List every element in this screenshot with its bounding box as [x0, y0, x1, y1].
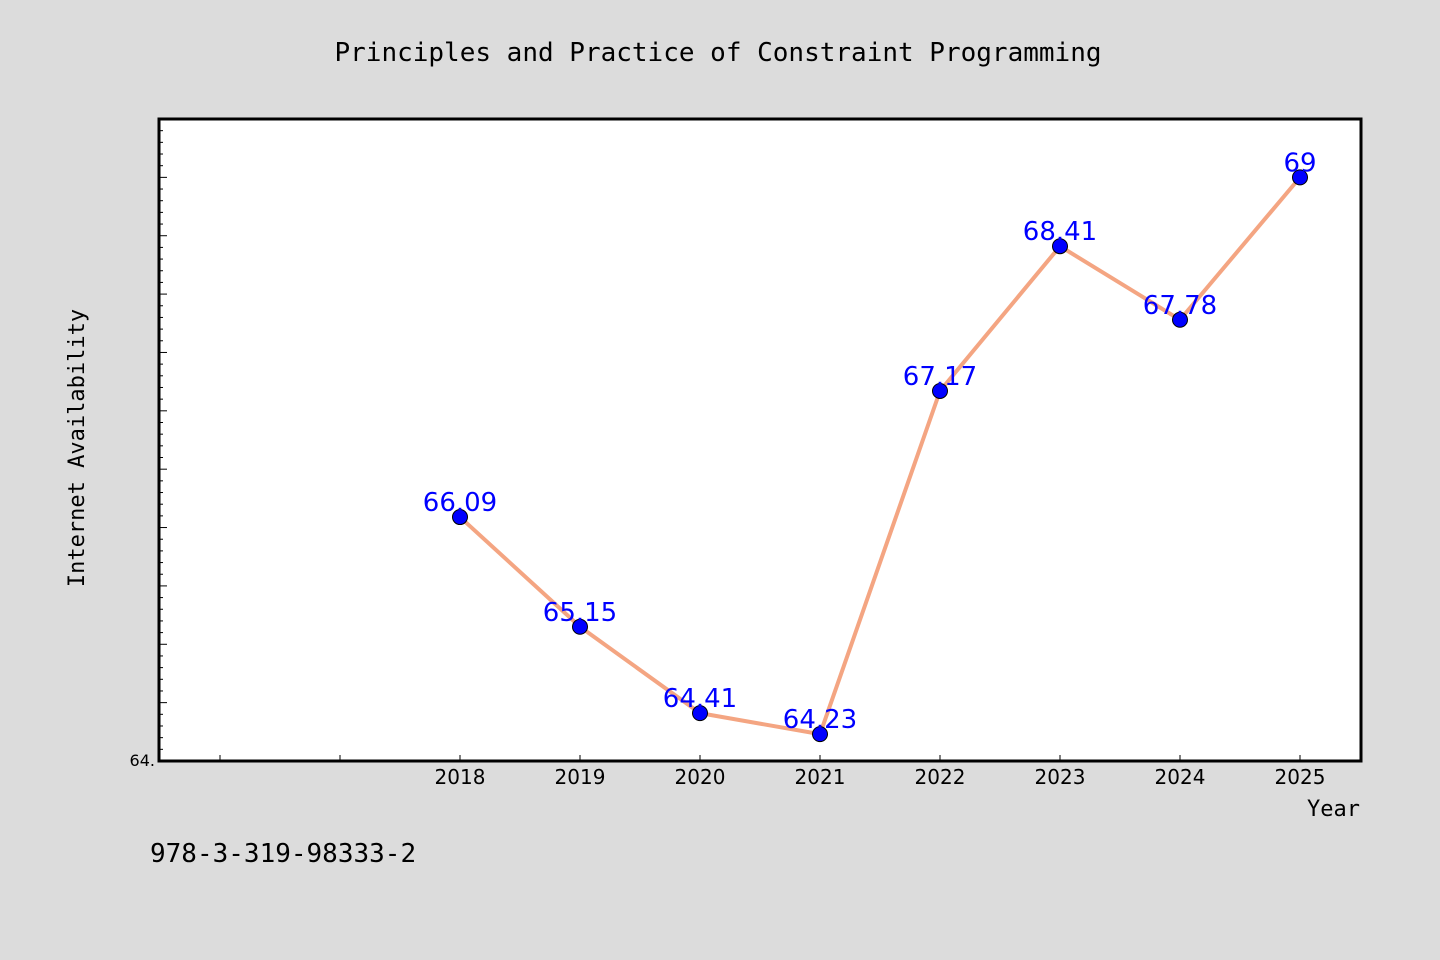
data-label: 67.78 [1143, 291, 1217, 321]
data-point [1172, 311, 1188, 328]
data-label: 65.15 [543, 598, 617, 628]
x-axis-label: Year [1307, 797, 1360, 822]
y-axis-label: Internet Availability [65, 309, 90, 587]
data-label: 64.41 [663, 684, 737, 714]
data-label: 69 [1283, 148, 1316, 178]
data-label: 68.41 [1023, 217, 1097, 247]
data-point [1052, 238, 1068, 255]
data-label: 66.09 [423, 488, 497, 518]
data-point [812, 726, 828, 743]
x-tick-label: 2020 [675, 765, 726, 789]
x-tick-label: 2021 [795, 765, 846, 789]
data-label: 64.23 [783, 705, 857, 735]
isbn-footer: 978-3-319-98333-2 [150, 839, 416, 869]
plot-area [157, 117, 1363, 763]
chart-title: Principles and Practice of Constraint Pr… [334, 38, 1101, 68]
y-axis-ticks: 64. [130, 118, 167, 770]
x-tick-label: 2025 [1275, 765, 1326, 789]
x-tick-label: 2023 [1035, 765, 1086, 789]
data-point [572, 618, 588, 635]
y-tick-label: 64. [130, 751, 155, 770]
data-point [452, 509, 468, 526]
data-point [932, 382, 948, 399]
x-tick-label: 2019 [555, 765, 606, 789]
x-tick-label: 2018 [435, 765, 486, 789]
data-point [1292, 169, 1308, 186]
x-axis-ticks: 2018 2019 2020 2021 2022 2023 2024 2025 [219, 755, 1326, 789]
data-label: 67.17 [903, 362, 977, 392]
series-layer: 66.09 65.15 64.41 64.23 67.17 68.41 67.78 69 [423, 148, 1317, 743]
x-tick-label: 2024 [1155, 765, 1206, 789]
data-point [692, 705, 708, 722]
x-tick-label: 2022 [915, 765, 966, 789]
series-line [458, 176, 1302, 737]
